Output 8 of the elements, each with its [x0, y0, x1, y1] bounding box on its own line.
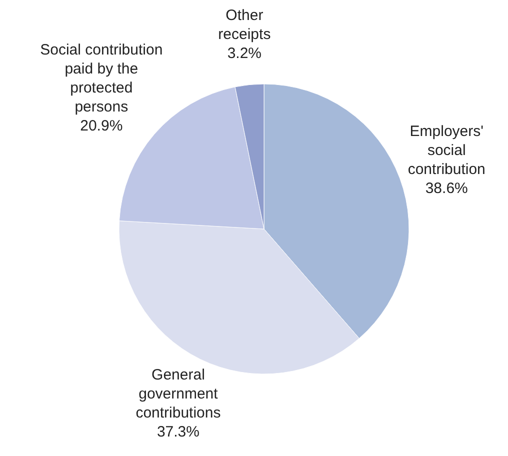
- data-label: 38.6%: [425, 180, 468, 198]
- data-label: 37.3%: [156, 424, 200, 441]
- slice-label: Employers' social contribution: [408, 123, 486, 178]
- data-label: 20.9%: [80, 117, 123, 134]
- slice-label: Social contribution paid by the protected persons: [40, 41, 163, 116]
- data-label: 3.2%: [227, 44, 262, 62]
- slice-label: Other receipts: [218, 6, 271, 43]
- slice-label: General government contributions: [136, 366, 221, 422]
